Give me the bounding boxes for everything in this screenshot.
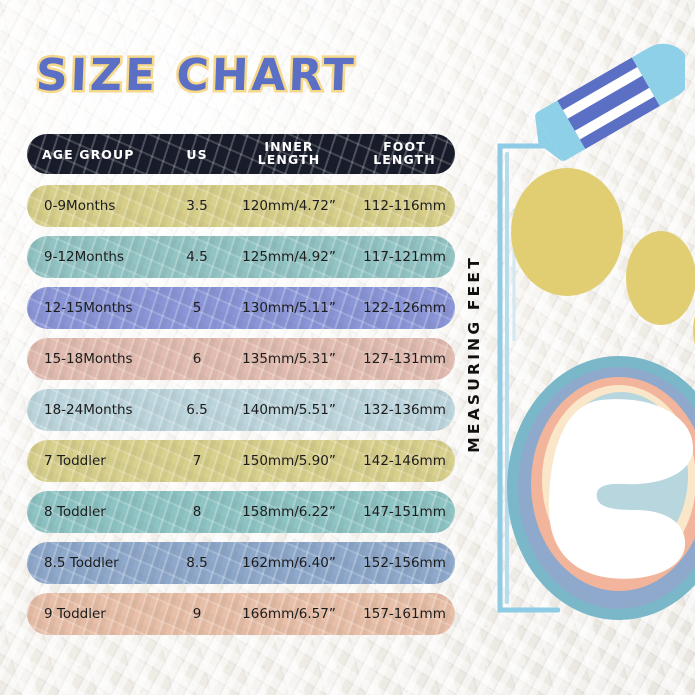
- page-title: SIZE CHART: [33, 48, 360, 104]
- cell-foot-length: 147-151mm: [363, 504, 446, 520]
- cell-inner-length: 140mm/5.51”: [242, 402, 336, 418]
- cell-age-group: 7 Toddler: [44, 453, 106, 469]
- cell-foot-length: 157-161mm: [363, 606, 446, 622]
- cell-inner-length: 130mm/5.11”: [242, 300, 336, 316]
- column-header-foot-line2: LENGTH: [373, 152, 436, 167]
- table-row: 9-12Months 4.5 125mm/4.92” 117-121mm: [27, 236, 455, 278]
- cell-inner-length: 150mm/5.90”: [242, 453, 336, 469]
- cell-us-size: 6.5: [186, 402, 208, 418]
- page-title-container: SIZE CHART: [33, 48, 360, 104]
- measuring-feet-label: MEASURING FEET: [465, 255, 483, 453]
- table-row: 7 Toddler 7 150mm/5.90” 142-146mm: [27, 440, 455, 482]
- cell-foot-length: 127-131mm: [363, 351, 446, 367]
- cell-inner-length: 158mm/6.22”: [242, 504, 336, 520]
- cell-foot-length: 117-121mm: [363, 249, 446, 265]
- cell-us-size: 9: [192, 606, 202, 622]
- cell-age-group: 15-18Months: [44, 351, 133, 367]
- cell-us-size: 8.5: [186, 555, 208, 571]
- table-row: 9 Toddler 9 166mm/6.57” 157-161mm: [27, 593, 455, 635]
- cell-us-size: 4.5: [186, 249, 208, 265]
- table-body: 0-9Months 3.5 120mm/4.72” 112-116mm 9-12Mont…: [27, 185, 455, 635]
- column-header-age-group: AGE GROUP: [42, 146, 135, 162]
- cell-age-group: 9-12Months: [44, 249, 124, 265]
- cell-age-group: 8 Toddler: [44, 504, 106, 520]
- size-chart-table: AGE GROUP US INNER LENGTH FOOT LENGTH 0-…: [27, 134, 455, 644]
- cell-foot-length: 132-136mm: [363, 402, 446, 418]
- cell-inner-length: 162mm/6.40”: [242, 555, 336, 571]
- cell-foot-length: 122-126mm: [363, 300, 446, 316]
- table-row: 8 Toddler 8 158mm/6.22” 147-151mm: [27, 491, 455, 533]
- cell-us-size: 6: [192, 351, 202, 367]
- table-row: 18-24Months 6.5 140mm/5.51” 132-136mm: [27, 389, 455, 431]
- table-row: 15-18Months 6 135mm/5.31” 127-131mm: [27, 338, 455, 380]
- foot-icon: [507, 168, 695, 620]
- column-header-us: US: [186, 146, 208, 162]
- cell-us-size: 8: [192, 504, 202, 520]
- cell-age-group: 12-15Months: [44, 300, 133, 316]
- table-row: 12-15Months 5 130mm/5.11” 122-126mm: [27, 287, 455, 329]
- table-row: 8.5 Toddler 8.5 162mm/6.40” 152-156mm: [27, 542, 455, 584]
- table-header-row: AGE GROUP US INNER LENGTH FOOT LENGTH: [27, 134, 455, 174]
- cell-age-group: 8.5 Toddler: [44, 555, 119, 571]
- column-header-inner-length: INNER LENGTH: [224, 140, 354, 167]
- cell-inner-length: 120mm/4.72”: [242, 198, 336, 214]
- table-row: 0-9Months 3.5 120mm/4.72” 112-116mm: [27, 185, 455, 227]
- cell-age-group: 18-24Months: [44, 402, 133, 418]
- cell-age-group: 9 Toddler: [44, 606, 106, 622]
- cell-inner-length: 125mm/4.92”: [242, 249, 336, 265]
- cell-foot-length: 152-156mm: [363, 555, 446, 571]
- cell-inner-length: 166mm/6.57”: [242, 606, 336, 622]
- column-header-foot-length: FOOT LENGTH: [354, 140, 455, 167]
- cell-age-group: 0-9Months: [44, 198, 116, 214]
- cell-foot-length: 142-146mm: [363, 453, 446, 469]
- measuring-feet-illustration: MEASURING FEET: [455, 0, 695, 695]
- cell-us-size: 5: [192, 300, 202, 316]
- cell-inner-length: 135mm/5.31”: [242, 351, 336, 367]
- cell-foot-length: 112-116mm: [363, 198, 446, 214]
- pencil-icon: [534, 43, 685, 162]
- cell-us-size: 3.5: [186, 198, 208, 214]
- column-header-inner-line2: LENGTH: [257, 152, 321, 167]
- cell-us-size: 7: [192, 453, 202, 469]
